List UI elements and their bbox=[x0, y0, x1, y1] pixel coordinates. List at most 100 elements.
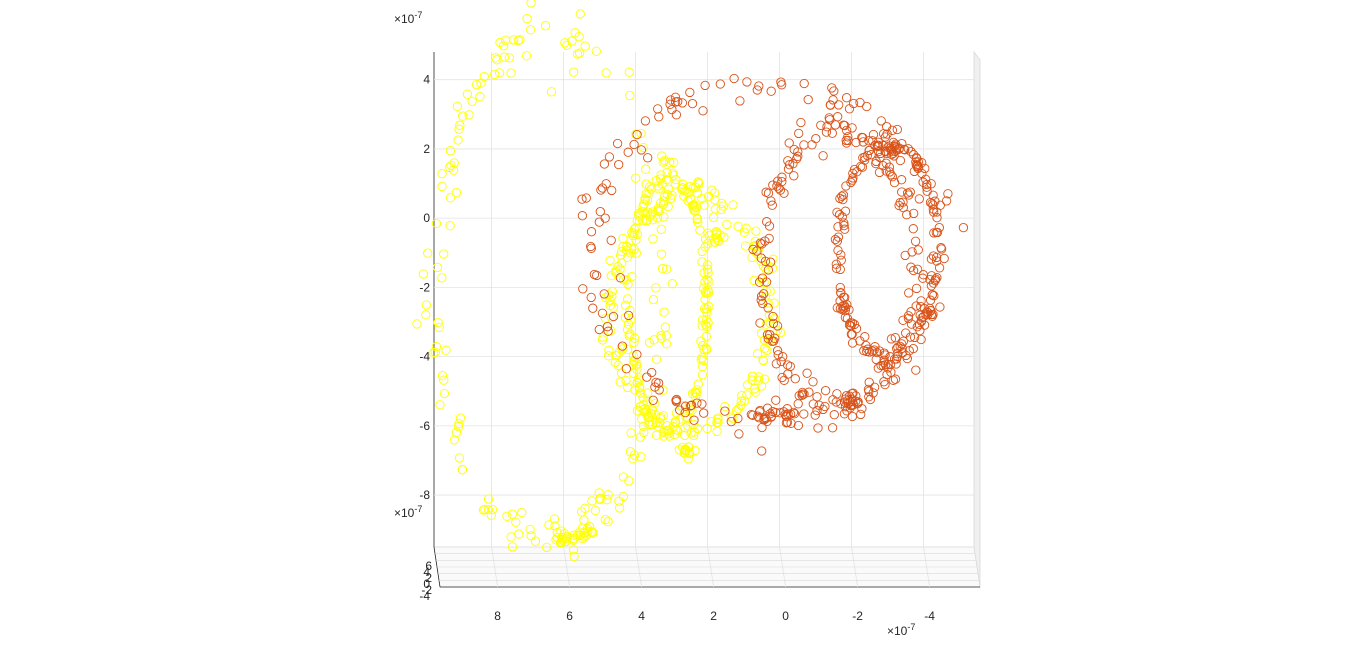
data-points bbox=[412, 0, 969, 562]
data-point bbox=[615, 250, 626, 260]
data-point bbox=[654, 184, 664, 194]
data-point bbox=[771, 359, 781, 369]
data-point bbox=[437, 181, 447, 192]
data-point bbox=[793, 399, 803, 409]
data-point bbox=[682, 413, 692, 424]
data-point bbox=[697, 246, 707, 257]
data-point bbox=[586, 227, 597, 237]
data-point bbox=[703, 268, 713, 278]
data-point bbox=[454, 419, 464, 429]
data-point bbox=[629, 450, 640, 460]
data-point bbox=[889, 142, 899, 152]
data-point bbox=[904, 288, 914, 298]
data-point bbox=[886, 334, 897, 344]
data-point bbox=[635, 432, 645, 442]
data-point bbox=[617, 341, 628, 351]
data-point bbox=[595, 206, 605, 217]
data-point bbox=[693, 379, 703, 389]
data-point bbox=[569, 551, 579, 562]
data-point bbox=[827, 83, 837, 93]
data-point bbox=[661, 264, 672, 274]
data-point bbox=[657, 151, 667, 161]
data-point bbox=[648, 395, 658, 405]
data-point bbox=[875, 148, 886, 159]
data-point bbox=[644, 419, 654, 429]
data-point bbox=[688, 204, 699, 214]
data-point bbox=[799, 140, 809, 150]
data-point bbox=[692, 213, 703, 224]
data-point bbox=[790, 374, 800, 384]
data-point bbox=[825, 115, 835, 125]
x-tick-label: 0 bbox=[782, 609, 789, 623]
data-point bbox=[925, 303, 935, 314]
data-point bbox=[899, 144, 909, 155]
data-point bbox=[892, 349, 902, 359]
data-point bbox=[636, 388, 646, 398]
data-point bbox=[767, 200, 777, 210]
data-point bbox=[664, 429, 674, 439]
data-point bbox=[936, 244, 947, 254]
data-point bbox=[412, 319, 422, 329]
y-tick-label: 2 bbox=[423, 142, 430, 156]
data-point bbox=[912, 264, 923, 274]
data-point bbox=[630, 333, 640, 343]
data-point bbox=[641, 179, 651, 189]
data-point bbox=[920, 163, 930, 174]
data-point bbox=[761, 277, 772, 287]
data-point bbox=[689, 430, 699, 440]
data-point bbox=[511, 517, 521, 527]
data-point bbox=[768, 180, 778, 190]
data-point bbox=[831, 263, 842, 273]
data-point bbox=[758, 355, 768, 365]
data-point bbox=[702, 423, 712, 434]
data-point bbox=[614, 159, 624, 170]
data-point bbox=[810, 410, 820, 420]
data-point bbox=[866, 150, 876, 160]
data-point bbox=[828, 395, 838, 405]
data-point bbox=[492, 55, 502, 65]
data-point bbox=[722, 219, 732, 230]
data-point bbox=[760, 256, 771, 266]
grid-lines bbox=[434, 52, 974, 588]
data-point bbox=[506, 532, 516, 542]
data-point bbox=[604, 152, 615, 162]
x-tick-label: -2 bbox=[852, 609, 863, 623]
y-tick-label: -8 bbox=[419, 488, 430, 502]
data-point bbox=[575, 9, 585, 19]
data-point bbox=[692, 202, 702, 212]
data-point bbox=[631, 235, 641, 245]
data-point bbox=[667, 104, 677, 115]
data-point bbox=[483, 504, 494, 515]
data-point bbox=[690, 206, 701, 216]
data-point bbox=[446, 160, 456, 171]
data-point bbox=[839, 220, 849, 231]
data-point bbox=[895, 155, 906, 166]
data-point bbox=[483, 494, 494, 504]
data-point bbox=[624, 67, 634, 77]
data-point bbox=[437, 371, 448, 381]
data-point bbox=[464, 110, 474, 120]
data-point bbox=[631, 173, 641, 183]
data-point bbox=[579, 528, 589, 538]
data-point bbox=[814, 400, 824, 410]
data-point bbox=[577, 194, 587, 204]
data-point bbox=[913, 157, 924, 167]
data-point bbox=[439, 388, 450, 399]
data-point bbox=[622, 252, 633, 262]
data-point bbox=[832, 236, 842, 246]
data-point bbox=[898, 197, 908, 207]
data-point bbox=[784, 160, 795, 170]
data-point bbox=[616, 342, 627, 353]
data-point bbox=[885, 143, 895, 153]
data-point bbox=[677, 98, 688, 108]
data-point bbox=[521, 51, 532, 61]
data-point bbox=[868, 129, 879, 140]
data-point bbox=[898, 315, 908, 325]
data-point bbox=[735, 96, 745, 106]
data-point bbox=[741, 223, 751, 233]
data-point bbox=[916, 334, 926, 345]
z-tick-label: 4 bbox=[423, 565, 430, 579]
data-point bbox=[777, 172, 787, 182]
data-point bbox=[915, 325, 925, 336]
data-point bbox=[669, 429, 680, 440]
